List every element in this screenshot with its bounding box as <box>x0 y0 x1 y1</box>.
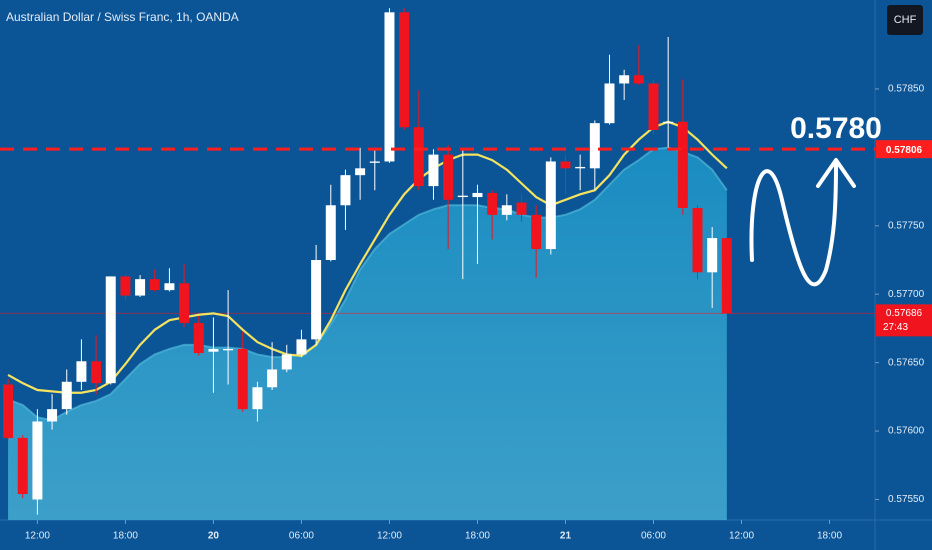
last-price-label: 0.57686 <box>886 308 923 319</box>
y-tick-label: 0.57850 <box>888 84 925 95</box>
candle-body <box>501 205 512 215</box>
candle-body <box>633 75 644 84</box>
x-tick-label: 06:00 <box>641 531 666 542</box>
candle-body <box>663 121 674 124</box>
x-tick-label: 06:00 <box>289 531 314 542</box>
candle-body <box>252 387 263 410</box>
candle-body <box>692 208 703 273</box>
candle-body <box>399 12 410 128</box>
candle-body <box>472 192 483 198</box>
candle-body <box>32 421 43 500</box>
price-line-box <box>876 140 932 159</box>
candle-body <box>487 192 498 215</box>
candle-body <box>384 12 395 162</box>
area-edge <box>7 146 728 422</box>
y-tick-label: 0.57550 <box>888 494 925 505</box>
candle-body <box>76 361 87 382</box>
candle-body <box>325 205 336 260</box>
countdown: 27:43 <box>883 322 908 333</box>
candle-body <box>193 322 204 354</box>
candle-body <box>179 283 190 323</box>
chart-title: Australian Dollar / Swiss Franc, 1h, OAN… <box>6 10 239 24</box>
x-tick-label: 18:00 <box>113 531 138 542</box>
x-tick-label: 12:00 <box>729 531 754 542</box>
last-price-box <box>876 304 932 337</box>
candle-body <box>311 260 322 340</box>
y-tick-label: 0.57750 <box>888 220 925 231</box>
x-tick-label: 12:00 <box>377 531 402 542</box>
currency-box[interactable] <box>887 5 923 35</box>
candle-body <box>457 195 468 198</box>
candle-body <box>267 369 278 388</box>
candle-body <box>560 161 571 169</box>
x-tick-label: 21 <box>560 531 572 542</box>
candle-body <box>47 409 58 422</box>
annotation: 0.5780 <box>790 112 882 145</box>
candle-body <box>164 283 175 291</box>
candle-body <box>677 121 688 208</box>
candle-body <box>61 381 72 410</box>
candle-body <box>223 348 234 351</box>
y-tick-label: 0.57650 <box>888 357 925 368</box>
price-line-label: 0.57806 <box>886 145 923 156</box>
candle-body <box>443 154 454 200</box>
projection-arrow <box>749 163 838 287</box>
candle-body <box>3 384 14 438</box>
arrow-head <box>816 158 856 188</box>
candle-body <box>619 75 630 84</box>
candle-body <box>296 339 307 355</box>
candle-body <box>237 348 248 410</box>
candle-body <box>91 361 102 384</box>
candle-body <box>604 83 615 124</box>
candle-body <box>428 154 439 187</box>
x-tick-label: 12:00 <box>25 531 50 542</box>
candle-body <box>17 437 28 494</box>
candle-body <box>531 214 542 250</box>
y-tick-label: 0.57700 <box>888 289 925 300</box>
candle-body <box>369 161 380 163</box>
candle-body <box>120 276 131 296</box>
x-tick-label: 20 <box>208 531 220 542</box>
candle-body <box>149 279 160 291</box>
candle-body <box>105 276 116 384</box>
candle-body <box>355 168 366 176</box>
currency[interactable]: CHF <box>894 14 917 26</box>
candle-body <box>575 166 586 169</box>
candle-body <box>340 175 351 206</box>
y-tick-label: 0.57600 <box>888 426 925 437</box>
candle-body <box>589 123 600 169</box>
candle-body <box>545 161 556 250</box>
candle-body <box>281 354 292 370</box>
candle-body <box>516 202 527 215</box>
candle-body <box>413 127 424 187</box>
x-tick-label: 18:00 <box>465 531 490 542</box>
candle-body <box>648 83 659 130</box>
candle-body <box>721 238 732 314</box>
candle-body <box>135 279 146 296</box>
ma-line <box>7 120 728 394</box>
x-tick-label: 18:00 <box>817 531 842 542</box>
candle-body <box>208 348 219 352</box>
candle-body <box>707 238 718 273</box>
